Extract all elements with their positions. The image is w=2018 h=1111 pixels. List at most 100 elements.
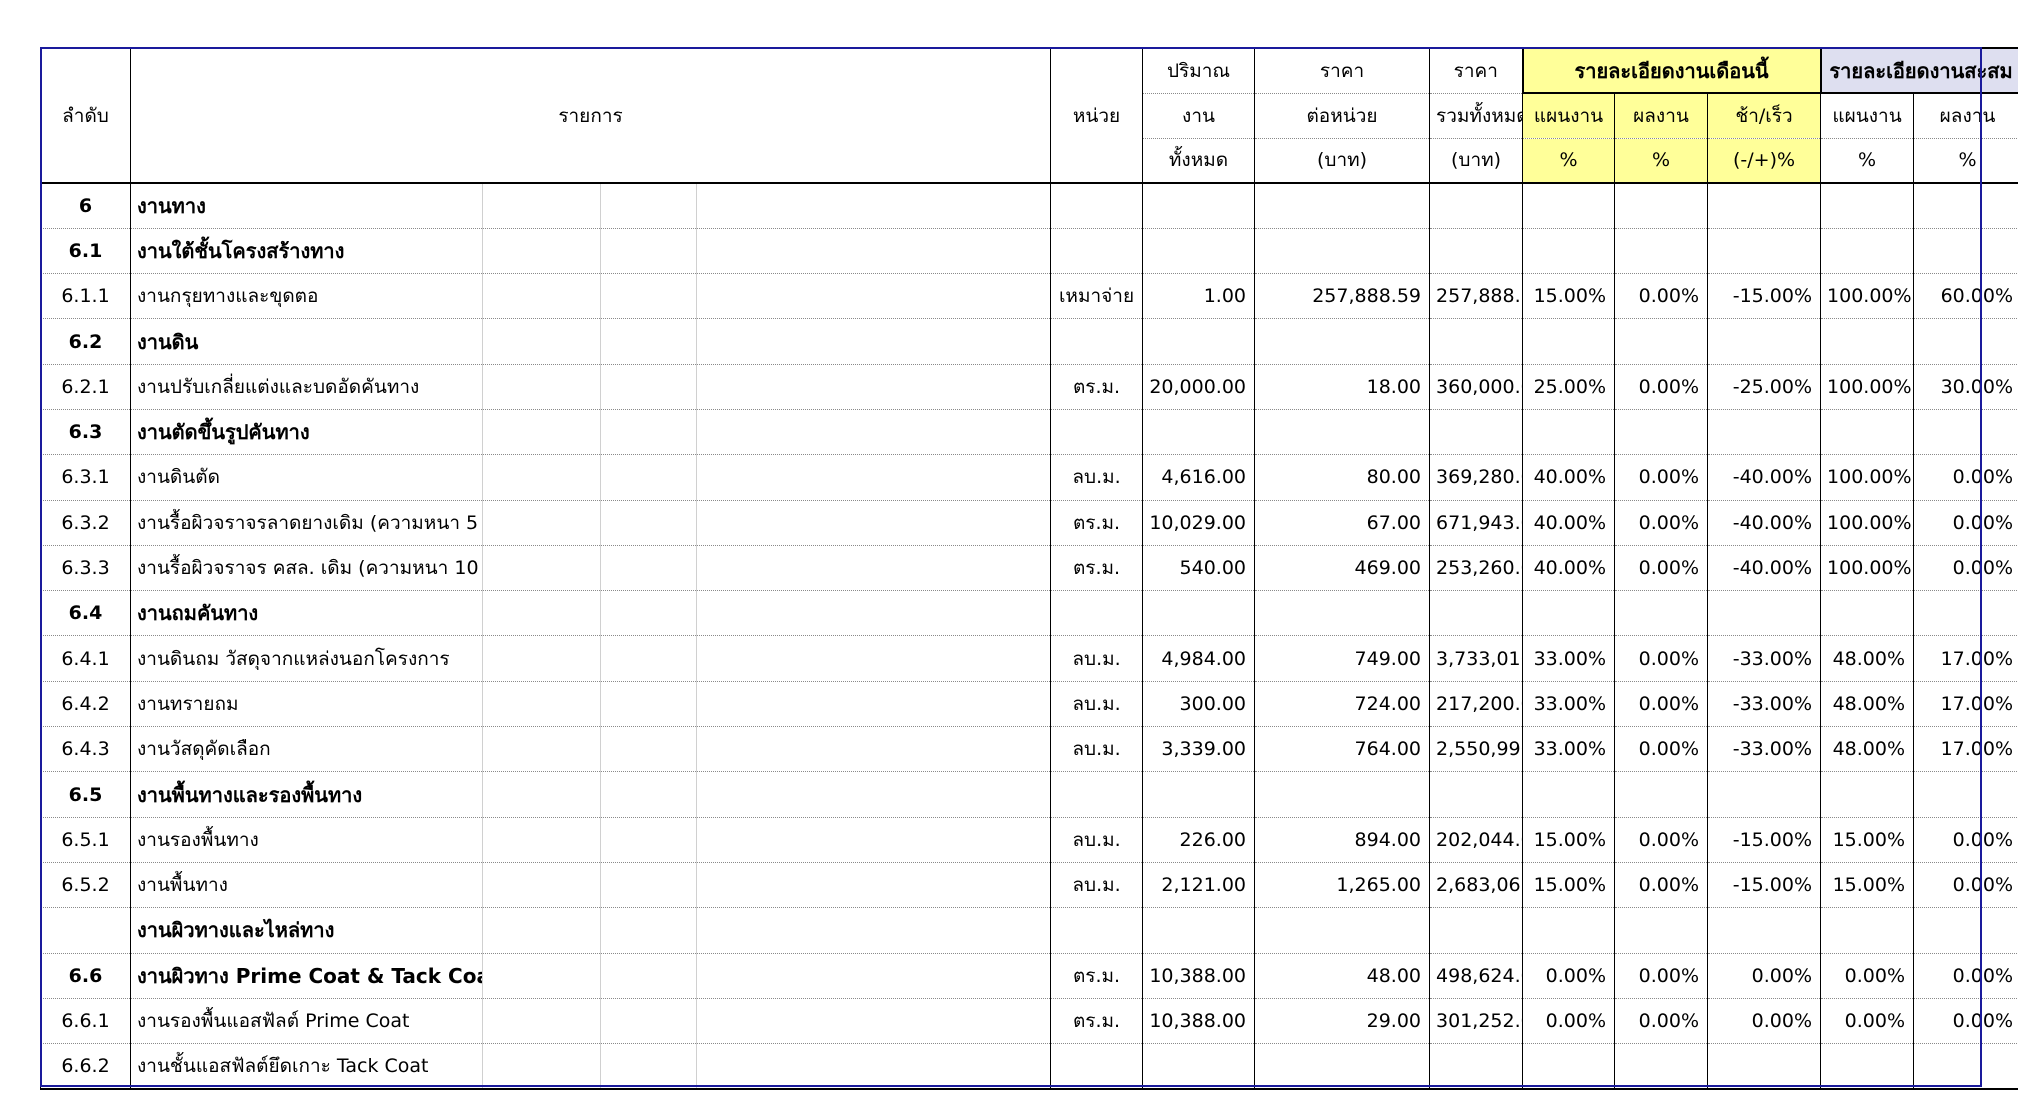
month-plan-cell: 33.00%	[1522, 726, 1616, 773]
cum-plan-cell	[1820, 409, 1915, 456]
item-cell: งานรื้อผิวจราจร คสล. เดิม (ความหนา 10 ซม…	[130, 545, 483, 592]
month-plan-cell: 15.00%	[1522, 817, 1616, 863]
month-plan-cell: 33.00%	[1522, 681, 1616, 728]
unit-cell: ลบ.ม.	[1050, 454, 1144, 501]
unit-price-cell: 469.00	[1254, 545, 1431, 592]
spreadsheet: ลำดับ รายการ หน่วย ปริมาณ ราคา ราคา รายล…	[40, 47, 2018, 1090]
table-row: 6.6.1 งานรองพื้นแอสฟัลต์ Prime Coat ตร.ม. 1…	[40, 998, 2018, 1045]
seq-cell: 6.5.2	[40, 862, 131, 909]
header-month-group: รายละเอียดงานเดือนนี้	[1521, 47, 1822, 94]
seq-cell: 6.6.1	[40, 998, 131, 1045]
seq-cell: 6.2.1	[40, 364, 131, 410]
cum-result-cell	[1913, 183, 2018, 229]
month-diff-cell: -25.00%	[1707, 364, 1822, 410]
header-total-price-2: รวมทั้งหมด	[1429, 93, 1524, 139]
table-row: 6.6.2 งานชั้นแอสฟัลต์ยึดเกาะ Tack Coat	[40, 1043, 2018, 1090]
table-row: 6.5.1 งานรองพื้นทาง ลบ.ม. 226.00 894.00 202,0…	[40, 817, 2018, 863]
seq-cell: 6.6	[40, 953, 131, 999]
spacer-cell	[695, 273, 1052, 320]
cum-plan-cell	[1820, 771, 1915, 818]
spacer-cell	[600, 590, 697, 637]
unit-price-cell: 749.00	[1254, 635, 1431, 682]
cum-plan-cell: 15.00%	[1820, 817, 1915, 863]
seq-cell: 6.3.2	[40, 500, 131, 546]
table-row: 6.3.3 งานรื้อผิวจราจร คสล. เดิม (ความหนา …	[40, 545, 2018, 592]
spacer-cell	[600, 454, 697, 501]
unit-cell	[1050, 771, 1144, 818]
table-row: 6.3.1 งานดินตัด ลบ.ม. 4,616.00 80.00 369,280.…	[40, 454, 2018, 501]
cum-plan-cell: 100.00%	[1820, 364, 1915, 410]
spacer-cell	[695, 817, 1052, 863]
qty-cell: 1.00	[1142, 273, 1256, 320]
cum-result-cell	[1913, 590, 2018, 637]
cum-result-cell: 0.00%	[1913, 545, 2018, 592]
unit-cell: ลบ.ม.	[1050, 817, 1144, 863]
work-progress-table: ลำดับ รายการ หน่วย ปริมาณ ราคา ราคา รายล…	[40, 47, 2018, 1090]
table-row: 6 งานทาง	[40, 183, 2018, 229]
total-price-cell: 671,943.00	[1429, 500, 1524, 546]
spacer-cell	[600, 545, 697, 592]
qty-cell	[1142, 409, 1256, 456]
item-cell: งานใต้ชั้นโครงสร้างทาง	[130, 228, 483, 275]
unit-cell: เหมาจ่าย	[1050, 273, 1144, 320]
total-price-cell: 369,280.00	[1429, 454, 1524, 501]
qty-cell: 10,388.00	[1142, 953, 1256, 999]
spacer-cell	[600, 1043, 697, 1090]
spacer-cell	[482, 409, 601, 456]
qty-cell: 3,339.00	[1142, 726, 1256, 773]
item-cell: งานพื้นทางและรองพื้นทาง	[130, 771, 483, 818]
item-cell: งานดินตัด	[130, 454, 483, 501]
month-result-cell	[1614, 907, 1709, 954]
seq-cell	[40, 907, 131, 954]
month-diff-cell: -15.00%	[1707, 817, 1822, 863]
spacer-cell	[600, 500, 697, 546]
unit-cell	[1050, 907, 1144, 954]
spacer-cell	[482, 228, 601, 275]
month-result-cell: 0.00%	[1614, 862, 1709, 909]
spacer-cell	[482, 454, 601, 501]
qty-cell	[1142, 228, 1256, 275]
total-price-cell	[1429, 771, 1524, 818]
month-result-cell: 0.00%	[1614, 545, 1709, 592]
month-diff-cell: -15.00%	[1707, 273, 1822, 320]
item-cell: งานรองพื้นแอสฟัลต์ Prime Coat	[130, 998, 483, 1045]
header-qty-3: ทั้งหมด	[1142, 138, 1256, 184]
month-result-cell: 0.00%	[1614, 681, 1709, 728]
unit-price-cell	[1254, 590, 1431, 637]
cum-plan-cell: 48.00%	[1820, 681, 1915, 728]
header-seq: ลำดับ	[40, 47, 131, 184]
item-cell: งานรื้อผิวจราจรลาดยางเดิม (ความหนา 5 ซม.…	[130, 500, 483, 546]
spacer-cell	[695, 500, 1052, 546]
unit-price-cell	[1254, 318, 1431, 365]
header-cum-result-pct: %	[1913, 138, 2018, 184]
total-price-cell: 257,888.59	[1429, 273, 1524, 320]
month-diff-cell: -40.00%	[1707, 545, 1822, 592]
cum-plan-cell	[1820, 183, 1915, 229]
unit-price-cell	[1254, 907, 1431, 954]
unit-price-cell: 18.00	[1254, 364, 1431, 410]
cum-result-cell: 17.00%	[1913, 726, 2018, 773]
spacer-cell	[600, 771, 697, 818]
month-diff-cell: -15.00%	[1707, 862, 1822, 909]
month-diff-cell	[1707, 590, 1822, 637]
spacer-cell	[600, 635, 697, 682]
month-plan-cell: 33.00%	[1522, 635, 1616, 682]
total-price-cell: 301,252.00	[1429, 998, 1524, 1045]
total-price-cell	[1429, 183, 1524, 229]
unit-cell	[1050, 228, 1144, 275]
header-cum-result: ผลงาน	[1913, 93, 2018, 139]
unit-price-cell: 48.00	[1254, 953, 1431, 999]
total-price-cell: 498,624.00	[1429, 953, 1524, 999]
spacer-cell	[482, 545, 601, 592]
unit-cell: ลบ.ม.	[1050, 862, 1144, 909]
item-cell: งานรองพื้นทาง	[130, 817, 483, 863]
table-row: 6.1.1 งานกรุยทางและขุดตอ เหมาจ่าย 1.00 257,8…	[40, 273, 2018, 320]
spacer-cell	[482, 681, 601, 728]
header-unit: หน่วย	[1050, 47, 1144, 184]
spacer-cell	[695, 318, 1052, 365]
month-plan-cell: 40.00%	[1522, 500, 1616, 546]
total-price-cell: 217,200.00	[1429, 681, 1524, 728]
unit-price-cell	[1254, 1043, 1431, 1090]
unit-cell: ลบ.ม.	[1050, 635, 1144, 682]
